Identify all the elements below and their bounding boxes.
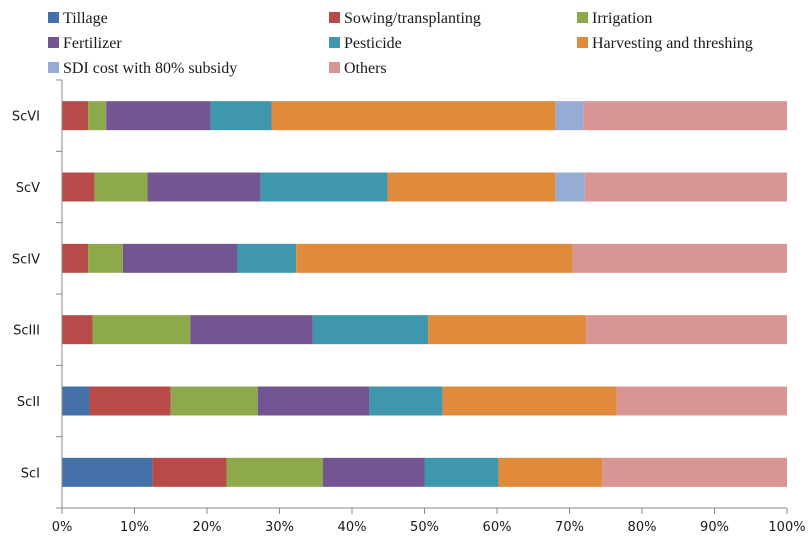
x-tick-label-10: 100% <box>768 520 805 535</box>
legend-label-6: SDI cost with 80% subsidy <box>63 60 237 77</box>
bar-ScI-1 <box>153 458 227 487</box>
bar-ScIII-7 <box>586 315 787 344</box>
bar-ScIII-1 <box>62 315 92 344</box>
bar-ScV-5 <box>388 173 556 202</box>
x-tick-label-8: 80% <box>628 520 657 535</box>
bar-ScIV-2 <box>88 244 123 273</box>
legend-swatch-0 <box>48 12 59 23</box>
bar-ScII-0 <box>62 387 90 416</box>
bar-ScV-3 <box>148 173 261 202</box>
chart-legend: Tillage Sowing/transplanting Irrigation Fer… <box>48 10 753 77</box>
legend-label-1: Sowing/transplanting <box>344 10 481 27</box>
x-tick-label-5: 50% <box>410 520 439 535</box>
bar-ScI-2 <box>227 458 323 487</box>
bar-ScIV-1 <box>62 244 88 273</box>
bar-ScV-1 <box>62 173 95 202</box>
legend-label-2: Irrigation <box>592 10 652 27</box>
x-tick-label-0: 0% <box>52 520 73 535</box>
bar-ScV-2 <box>95 173 148 202</box>
x-tick-label-9: 90% <box>700 520 729 535</box>
x-tick-label-7: 70% <box>555 520 584 535</box>
category-label-2: ScIII <box>13 324 40 339</box>
bar-ScVI-6 <box>556 101 584 130</box>
category-label-4: ScV <box>16 181 40 196</box>
bar-ScI-5 <box>498 458 602 487</box>
bar-ScIII-2 <box>92 315 190 344</box>
legend-swatch-6 <box>48 62 59 73</box>
bar-ScVI-1 <box>62 101 88 130</box>
bar-ScI-4 <box>425 458 499 487</box>
bar-ScI-0 <box>62 458 153 487</box>
bar-ScIV-4 <box>237 244 296 273</box>
bar-ScVI-2 <box>88 101 106 130</box>
legend-swatch-7 <box>329 62 340 73</box>
category-label-0: ScI <box>21 466 40 481</box>
x-tick-label-1: 10% <box>120 520 149 535</box>
bar-ScVI-4 <box>211 101 272 130</box>
x-tick-label-2: 20% <box>193 520 222 535</box>
x-tick-label-3: 30% <box>265 520 294 535</box>
bar-ScIII-5 <box>428 315 586 344</box>
bar-ScIV-3 <box>123 244 238 273</box>
legend-label-7: Others <box>344 60 387 77</box>
legend-swatch-2 <box>577 12 588 23</box>
legend-swatch-5 <box>577 37 588 48</box>
bar-ScI-7 <box>602 458 787 487</box>
bar-ScVI-7 <box>583 101 787 130</box>
bar-ScIII-4 <box>313 315 428 344</box>
category-label-5: ScVI <box>12 110 40 125</box>
bar-ScII-2 <box>171 387 258 416</box>
bar-ScII-4 <box>369 387 442 416</box>
bar-ScIII-3 <box>190 315 313 344</box>
plot-area <box>62 101 787 487</box>
legend-label-5: Harvesting and threshing <box>592 35 753 52</box>
bar-ScI-3 <box>323 458 425 487</box>
bar-ScV-4 <box>261 173 388 202</box>
x-tick-label-4: 40% <box>338 520 367 535</box>
bar-ScVI-3 <box>106 101 210 130</box>
bar-ScII-5 <box>443 387 617 416</box>
legend-swatch-3 <box>48 37 59 48</box>
bar-ScIV-7 <box>572 244 787 273</box>
legend-label-0: Tillage <box>63 10 108 27</box>
bar-ScV-7 <box>585 173 787 202</box>
legend-label-4: Pesticide <box>344 35 402 52</box>
bar-ScII-1 <box>90 387 171 416</box>
bar-ScV-6 <box>556 173 585 202</box>
bar-ScIV-5 <box>296 244 572 273</box>
bar-ScVI-5 <box>272 101 556 130</box>
legend-swatch-1 <box>329 12 340 23</box>
x-tick-label-6: 60% <box>483 520 512 535</box>
category-label-1: ScII <box>17 395 40 410</box>
legend-swatch-4 <box>329 37 340 48</box>
bar-ScII-3 <box>258 387 370 416</box>
category-label-3: ScIV <box>12 252 40 267</box>
legend-label-3: Fertilizer <box>63 35 122 52</box>
bar-ScII-7 <box>617 387 787 416</box>
